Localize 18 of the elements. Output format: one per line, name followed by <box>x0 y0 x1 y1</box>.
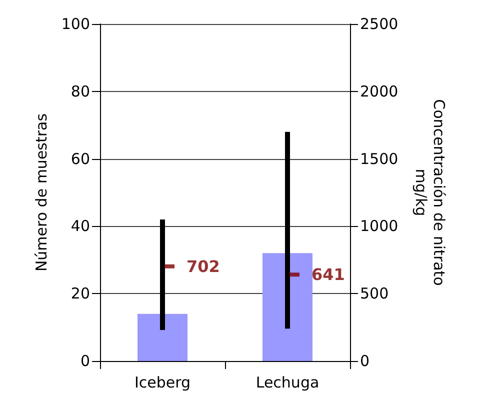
data-label: 641 <box>312 265 345 284</box>
x-tick-label: Lechuga <box>256 374 320 392</box>
y-tick-label: 60 <box>70 150 90 168</box>
y2-tick-label: 2500 <box>360 15 398 33</box>
y-tick-label: 80 <box>70 82 90 100</box>
y2-tick-label: 1000 <box>360 217 398 236</box>
data-label: 702 <box>186 256 220 276</box>
y-tick-label: 0 <box>80 352 90 370</box>
y2-tick-label: 2000 <box>360 82 398 100</box>
y-axis-title: Número de muestras <box>32 113 50 272</box>
y2-tick-label: 0 <box>360 352 370 370</box>
y-tick-label: 20 <box>70 284 90 303</box>
y-tick-label: 100 <box>61 15 90 33</box>
y2-axis-title: Concentración de nitrato mg/kg <box>412 99 448 286</box>
x-tick-label: Iceberg <box>134 374 191 392</box>
y2-tick-label: 1500 <box>360 150 398 168</box>
y-tick-label: 40 <box>70 217 90 236</box>
y2-tick-label: 500 <box>360 284 389 303</box>
